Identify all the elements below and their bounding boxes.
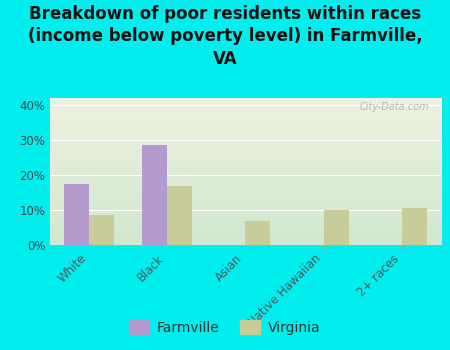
Legend: Farmville, Virginia: Farmville, Virginia [125,317,325,340]
Bar [245,220,270,245]
Bar [402,208,427,245]
Bar [324,210,349,245]
Bar [142,145,167,245]
Bar [167,186,192,245]
Bar [63,184,89,245]
Text: City-Data.com: City-Data.com [360,103,429,112]
Bar [89,215,114,245]
Text: Breakdown of poor residents within races
(income below poverty level) in Farmvil: Breakdown of poor residents within races… [28,5,422,68]
